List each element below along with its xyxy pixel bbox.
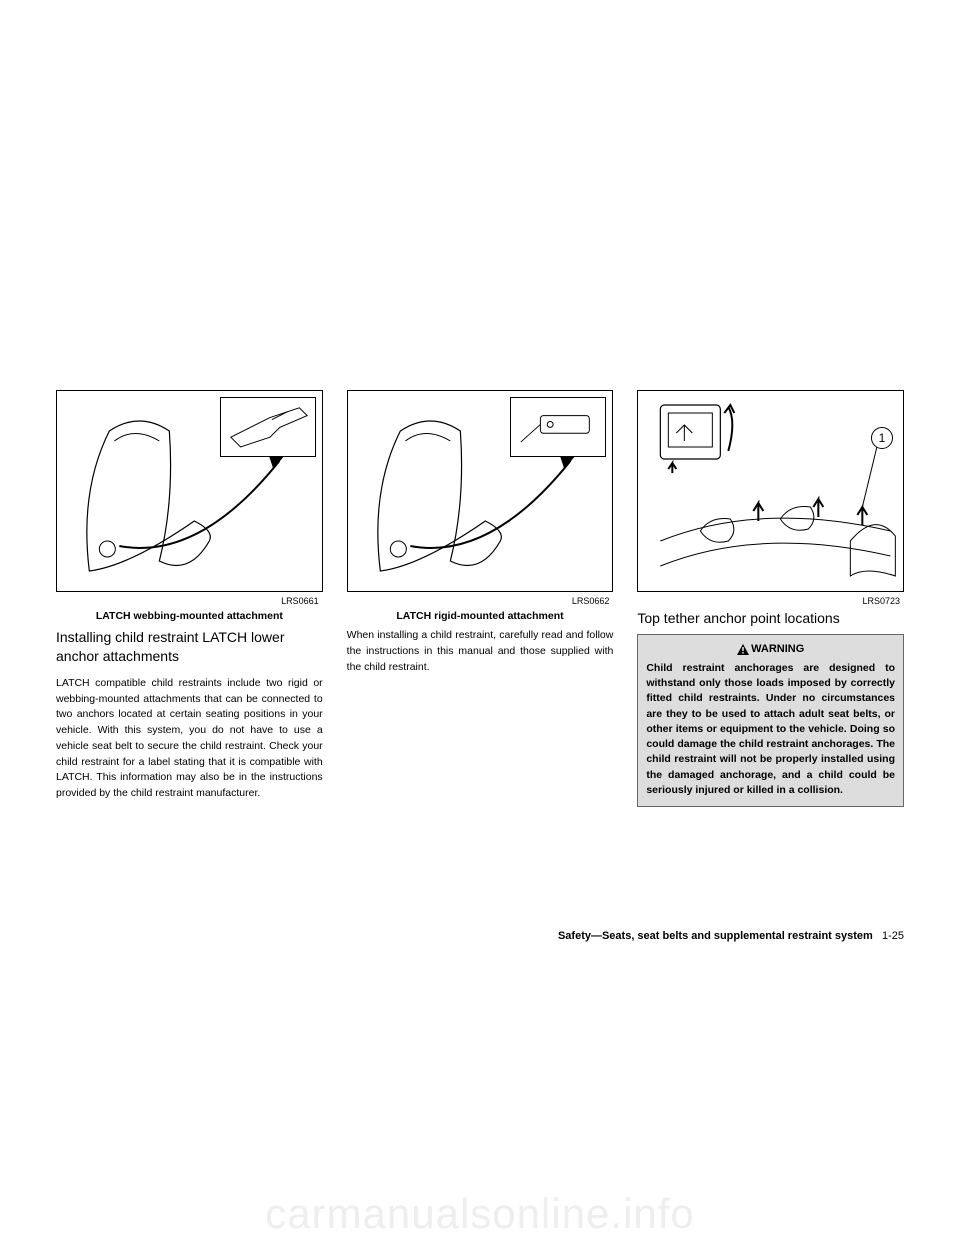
figure-1-inset [220, 397, 316, 457]
figure-2-inset [510, 397, 606, 457]
figure-2-code: LRS0662 [347, 594, 614, 610]
column-2: LRS0662 LATCH rigid-mounted attachment W… [347, 390, 614, 807]
figure-2 [347, 390, 614, 592]
page-footer: Safety—Seats, seat belts and supplementa… [558, 930, 904, 942]
warning-box: WARNING Child restraint anchorages are d… [637, 634, 904, 807]
rigid-clip-icon [511, 398, 605, 457]
tether-anchor-illustration [638, 391, 903, 591]
col2-body: When installing a child restraint, caref… [347, 628, 614, 675]
warning-body: Child restraint anchorages are designed … [646, 661, 895, 798]
column-1: LRS0661 LATCH webbing-mounted attachment… [56, 390, 323, 807]
figure-1-code: LRS0661 [56, 594, 323, 610]
warning-triangle-icon [737, 644, 749, 655]
warning-label-text: WARNING [751, 643, 804, 655]
col1-body: LATCH compatible child restraints includ… [56, 676, 323, 802]
warning-title: WARNING [646, 643, 895, 655]
col3-heading: Top tether anchor point locations [637, 610, 904, 626]
figure-1 [56, 390, 323, 592]
footer-section: Safety—Seats, seat belts and supplementa… [558, 930, 873, 942]
figure-3-callout: 1 [871, 427, 893, 449]
figure-3: 1 [637, 390, 904, 592]
webbing-clip-icon [221, 398, 315, 457]
watermark: carmanualsonline.info [0, 1190, 960, 1238]
column-3: 1 LRS0723 Top tether anchor point locati… [637, 390, 904, 807]
col1-subheading: Installing child restraint LATCH lower a… [56, 628, 323, 666]
page-content: LRS0661 LATCH webbing-mounted attachment… [0, 0, 960, 807]
figure-3-code: LRS0723 [637, 594, 904, 610]
figure-1-caption: LATCH webbing-mounted attachment [56, 610, 323, 622]
footer-page: 1-25 [882, 930, 904, 942]
figure-2-caption: LATCH rigid-mounted attachment [347, 610, 614, 622]
